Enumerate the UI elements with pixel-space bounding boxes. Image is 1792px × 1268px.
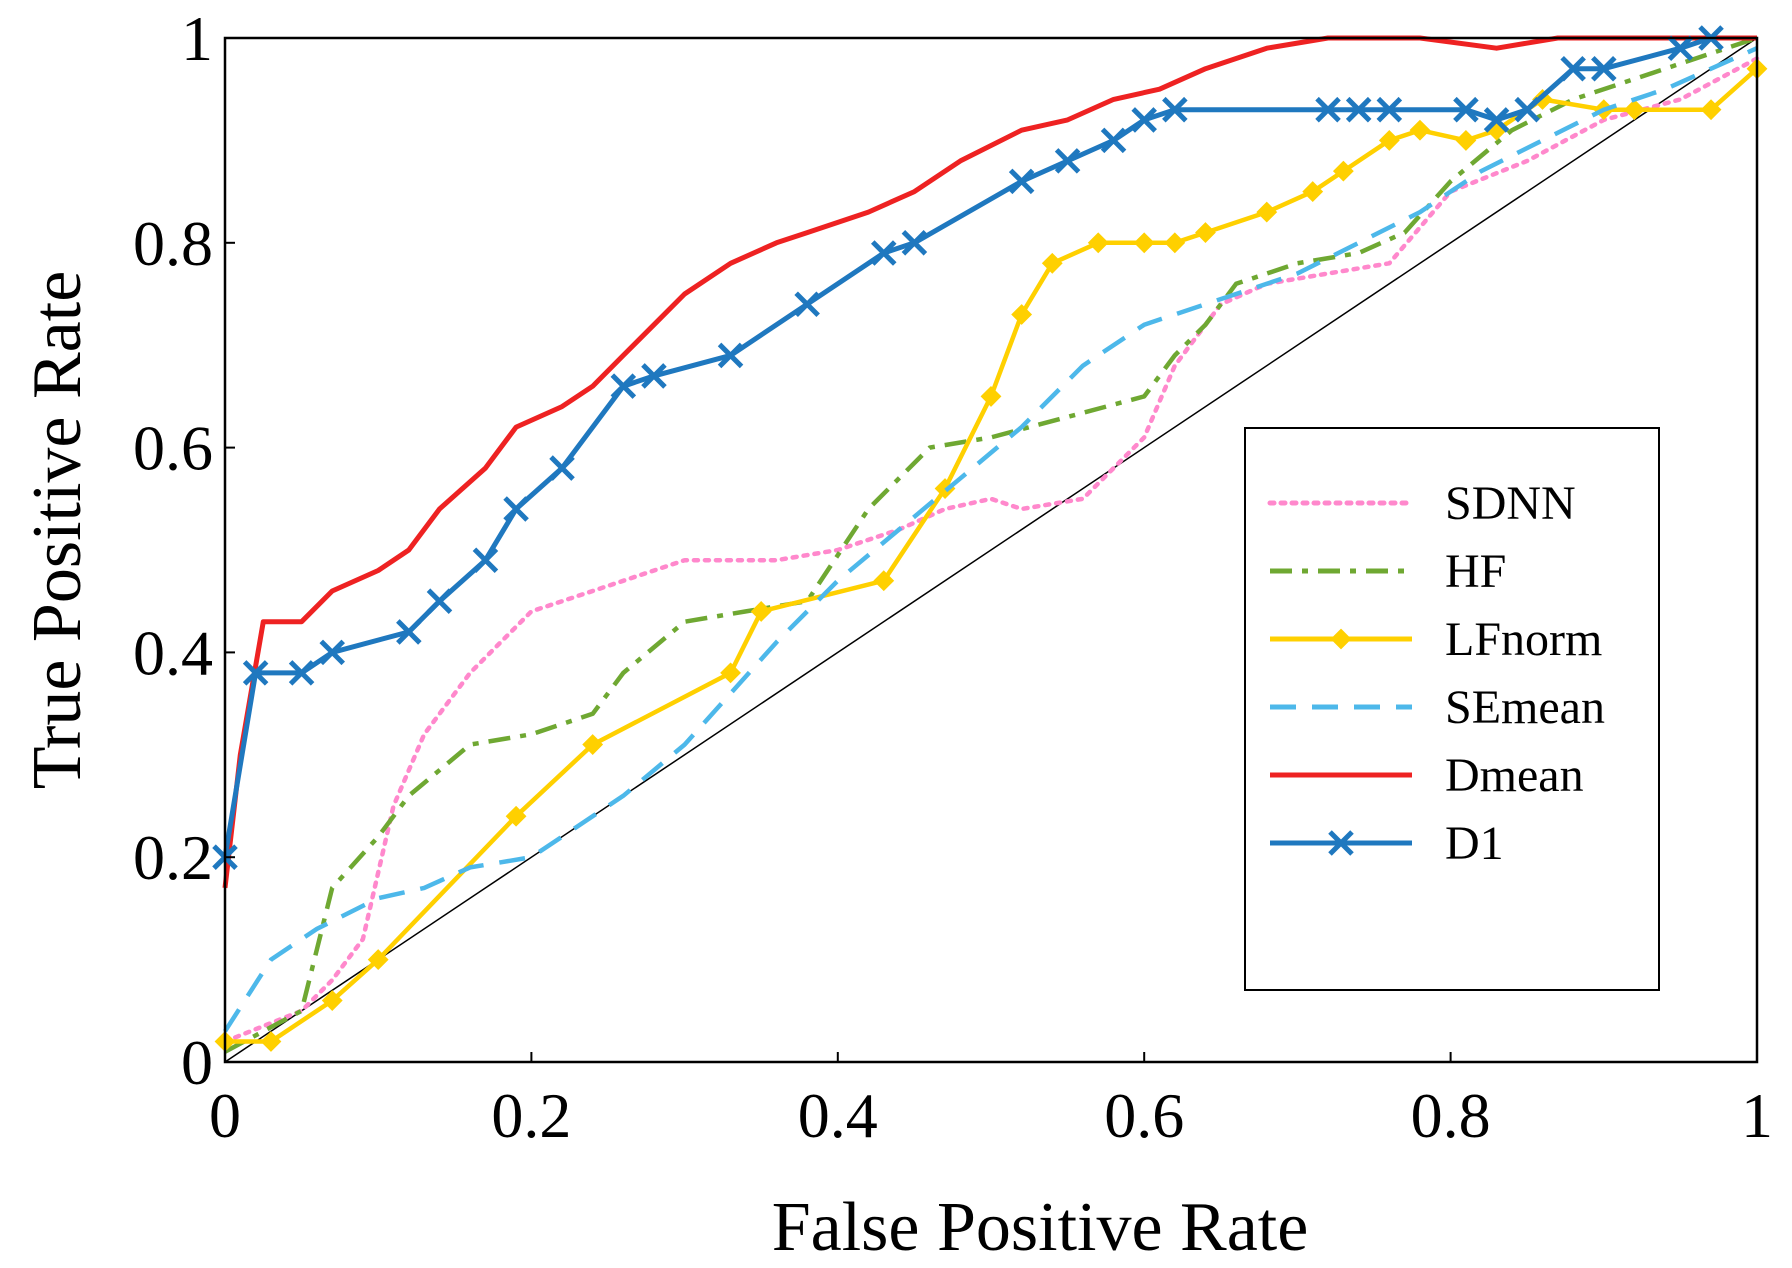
data-point-lfnorm [750,601,772,622]
data-point-lfnorm [1332,160,1354,182]
series-layer [212,25,1768,1054]
y-tick-label: 0.4 [133,617,213,688]
x-tick-label: 0.4 [798,1080,878,1151]
x-tick-label: 1 [1741,1080,1773,1151]
series-line-semean [223,46,1758,1033]
x-axis-label: False Positive Rate [772,1189,1309,1266]
data-point-lfnorm [505,805,527,827]
data-point-lfnorm [1087,232,1109,254]
data-point-d1 [396,619,422,645]
legend-marker-lfnorm [1330,628,1352,650]
y-tick-label: 0.8 [133,208,213,279]
reference-diagonal-layer [224,37,1758,1063]
data-point-d1 [1514,96,1540,123]
series-sdnn [222,56,1760,1044]
legend-marker-d1 [1328,830,1354,856]
data-point-d1 [1131,107,1157,133]
data-point-lfnorm [1624,99,1645,121]
data-point-d1 [242,660,269,686]
y-axis-label: True Positive Rate [19,271,96,790]
data-point-lfnorm [1195,222,1216,243]
data-point-lfnorm [582,734,604,755]
data-point-lfnorm [873,570,895,592]
data-point-lfnorm [321,990,343,1011]
data-point-d1 [549,455,575,481]
x-tick-label: 0.6 [1104,1080,1184,1151]
x-tick-label: 0 [209,1080,241,1151]
data-point-lfnorm [720,662,741,684]
legend-label-d1: D1 [1445,817,1504,870]
data-point-d1 [641,363,667,389]
data-point-d1 [1345,96,1372,123]
data-point-lfnorm [1409,119,1431,141]
series-line-sdnn [222,56,1760,1044]
x-tick-label: 0.2 [491,1080,571,1151]
data-point-d1 [610,373,637,399]
data-point-d1 [1376,96,1403,123]
data-point-d1 [794,291,820,318]
legend-item-semean: SEmean [1270,681,1605,734]
data-point-d1 [1667,35,1694,62]
data-point-d1 [870,240,897,266]
data-point-d1 [1054,148,1081,174]
reference-diagonal-line [224,37,1758,1063]
data-point-d1 [503,496,529,522]
data-point-d1 [1315,96,1341,123]
tick-layer: 0 0.2 0.4 0.6 0.8 1 0 0.2 0.4 0.6 0.8 1 [133,3,1773,1151]
series-line-hf [223,35,1758,1054]
data-point-lfnorm [260,1031,282,1052]
x-tick-label: 0.8 [1411,1080,1491,1151]
y-tick-label: 1 [181,3,213,74]
data-point-lfnorm [1164,232,1186,254]
legend-label-sdnn: SDNN [1445,477,1576,530]
y-tick-label: 0.2 [133,822,213,893]
data-point-d1 [1560,55,1586,82]
y-tick-label: 0.6 [133,413,213,484]
data-point-lfnorm [1378,129,1400,151]
plot-frame [223,36,1759,1064]
data-point-lfnorm [1256,201,1278,223]
legend-label-semean: SEmean [1445,681,1605,734]
legend-item-dmean: Dmean [1270,749,1584,802]
data-point-d1 [288,660,315,686]
data-point-d1 [472,547,499,574]
data-point-d1 [1100,127,1127,154]
data-point-lfnorm [1455,129,1477,151]
data-point-lfnorm [1302,181,1324,203]
legend: SDNN HF LFnorm SEmean Dmean D1 [1244,427,1660,991]
series-lfnorm [214,58,1768,1052]
legend-item-sdnn: SDNN [1267,477,1576,530]
data-point-lfnorm [1041,252,1063,274]
data-point-d1 [1008,168,1035,195]
series-hf [223,35,1758,1054]
data-point-d1 [901,230,928,256]
data-point-d1 [1483,107,1510,133]
data-point-d1 [1591,55,1617,82]
data-point-lfnorm [1011,304,1033,325]
legend-item-d1: D1 [1270,817,1504,870]
data-point-lfnorm [980,385,1002,407]
legend-item-hf: HF [1270,545,1506,598]
data-point-lfnorm [1700,99,1722,121]
data-point-lfnorm [367,949,389,971]
data-point-d1 [717,342,744,369]
legend-label-hf: HF [1445,545,1506,598]
data-point-d1 [1453,96,1479,123]
data-point-d1 [426,588,453,614]
data-point-d1 [1162,96,1188,123]
legend-label-lfnorm: LFnorm [1445,613,1602,666]
series-d1 [212,25,1724,870]
data-point-d1 [319,639,346,666]
legend-item-lfnorm: LFnorm [1270,613,1602,666]
series-semean [223,46,1758,1033]
data-point-lfnorm [1133,232,1155,254]
legend-label-dmean: Dmean [1445,749,1584,802]
y-tick-label: 0 [181,1027,213,1098]
